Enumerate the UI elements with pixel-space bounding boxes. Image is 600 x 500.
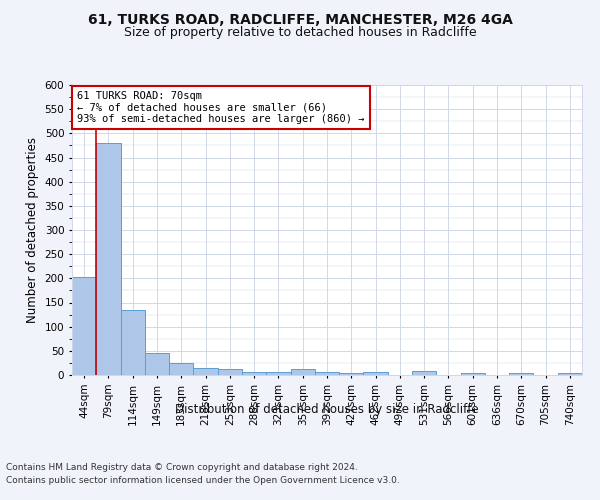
Bar	[169, 363, 193, 375]
Bar	[72, 278, 96, 375]
Bar	[193, 368, 218, 375]
Bar	[121, 310, 145, 375]
Bar	[364, 372, 388, 375]
Text: Distribution of detached houses by size in Radcliffe: Distribution of detached houses by size …	[175, 402, 479, 415]
Bar	[290, 369, 315, 375]
Y-axis label: Number of detached properties: Number of detached properties	[26, 137, 39, 323]
Text: Contains HM Land Registry data © Crown copyright and database right 2024.: Contains HM Land Registry data © Crown c…	[6, 462, 358, 471]
Bar	[315, 372, 339, 375]
Text: 61, TURKS ROAD, RADCLIFFE, MANCHESTER, M26 4GA: 61, TURKS ROAD, RADCLIFFE, MANCHESTER, M…	[88, 12, 512, 26]
Bar	[509, 372, 533, 375]
Bar	[96, 143, 121, 375]
Bar	[558, 372, 582, 375]
Bar	[242, 372, 266, 375]
Bar	[339, 372, 364, 375]
Bar	[461, 372, 485, 375]
Text: 61 TURKS ROAD: 70sqm
← 7% of detached houses are smaller (66)
93% of semi-detach: 61 TURKS ROAD: 70sqm ← 7% of detached ho…	[77, 91, 365, 124]
Bar	[266, 372, 290, 375]
Bar	[218, 369, 242, 375]
Text: Size of property relative to detached houses in Radcliffe: Size of property relative to detached ho…	[124, 26, 476, 39]
Bar	[412, 371, 436, 375]
Bar	[145, 353, 169, 375]
Text: Contains public sector information licensed under the Open Government Licence v3: Contains public sector information licen…	[6, 476, 400, 485]
